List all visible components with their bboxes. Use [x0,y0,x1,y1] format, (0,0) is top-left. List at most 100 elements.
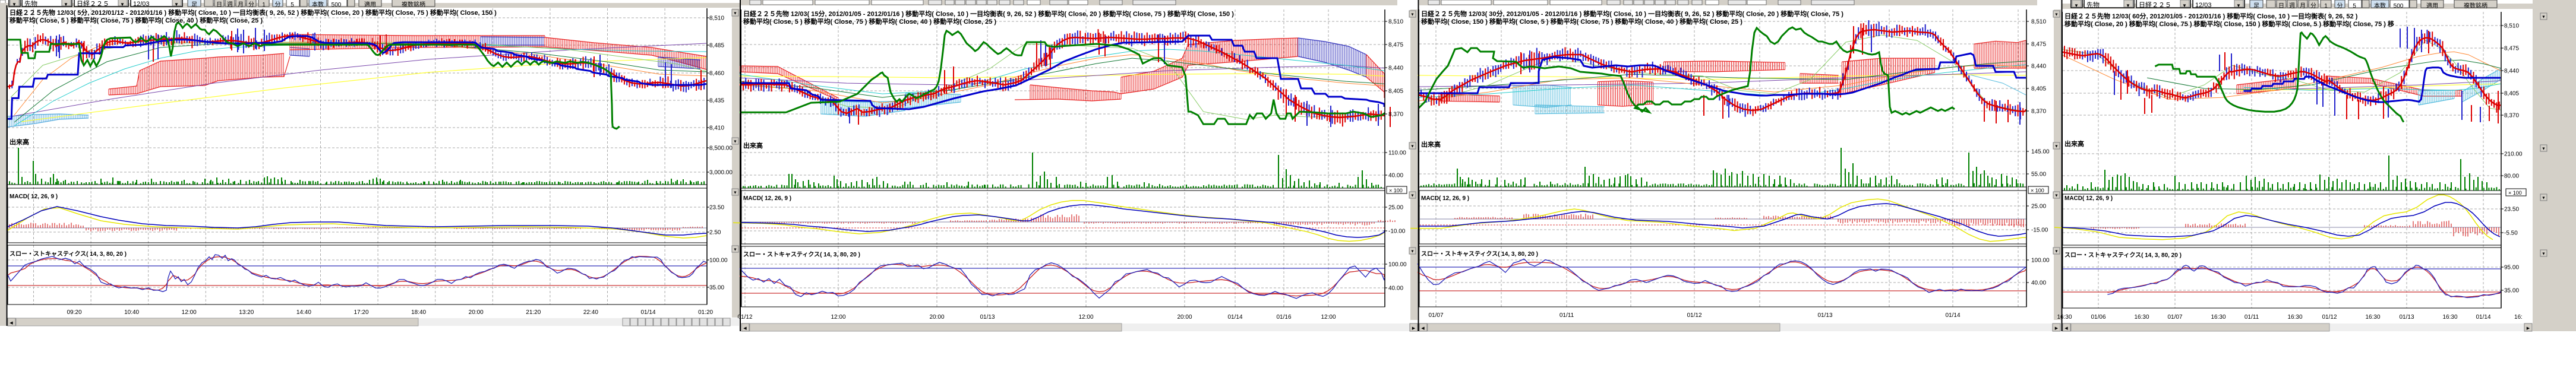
svg-text:複数銘柄: 複数銘柄 [402,1,425,8]
svg-text:8,370: 8,370 [1388,112,1403,118]
svg-text:-15.00: -15.00 [2031,227,2048,234]
svg-text:16:30: 16:30 [2211,314,2225,321]
svg-text:16:30: 16:30 [2365,314,2380,321]
svg-text:22:40: 22:40 [583,309,598,316]
svg-text:8,510: 8,510 [2031,19,2046,26]
svg-text:▼: ▼ [2054,145,2059,149]
svg-text:▶: ▶ [1412,326,1416,331]
svg-text:5: 5 [2353,3,2356,9]
svg-text:100.00: 100.00 [2031,258,2050,264]
svg-text:25.00: 25.00 [1388,205,1403,211]
svg-text:日経２２５先物 12/03( 15分, 2012/01/05: 日経２２５先物 12/03( 15分, 2012/01/05 - 2012/01… [743,9,1234,18]
svg-text:▼: ▼ [2542,147,2546,151]
svg-text:▼: ▼ [2182,3,2187,8]
svg-text:▼: ▼ [1410,250,1415,254]
svg-text:-5.50: -5.50 [2504,230,2518,237]
svg-text:8,440: 8,440 [1388,65,1403,72]
svg-text:40.00: 40.00 [1388,285,1403,292]
svg-text:月: 月 [238,1,244,8]
svg-text:12/03: 12/03 [2195,2,2212,9]
svg-text:▼: ▼ [2054,13,2059,17]
svg-text:日経２２５先物 12/03( 60分, 2012/01/05: 日経２２５先物 12/03( 60分, 2012/01/05 - 2012/01… [2064,12,2358,20]
svg-text:先物: 先物 [24,0,37,8]
svg-text:分: 分 [248,1,254,8]
svg-text:スロー・ストキャスティクス( 14, 3, 80, 20 ): スロー・ストキャスティクス( 14, 3, 80, 20 ) [10,250,127,258]
svg-text:▼: ▼ [2126,3,2130,8]
svg-text:8,510: 8,510 [2504,23,2519,30]
svg-text:◀: ◀ [10,321,13,325]
svg-text:12:00: 12:00 [831,314,845,321]
svg-text:▼: ▼ [2542,15,2546,20]
svg-text:▼: ▼ [174,2,179,7]
svg-text:110.00: 110.00 [1388,150,1406,157]
svg-text:1: 1 [262,2,266,8]
svg-text:▼: ▼ [2542,252,2546,256]
svg-text:分: 分 [2310,2,2316,9]
svg-text:01/12: 01/12 [1687,312,1701,319]
svg-text:8,475: 8,475 [2504,46,2519,52]
svg-text:日経２２５: 日経２２５ [77,0,109,8]
svg-text:10:40: 10:40 [124,309,139,316]
svg-text:01/14: 01/14 [1227,314,1242,321]
svg-text:8,370: 8,370 [2031,109,2046,115]
svg-text:01/07: 01/07 [1428,312,1443,319]
svg-text:8,475: 8,475 [2031,42,2046,48]
svg-text:100.00: 100.00 [1388,262,1407,268]
svg-text:▼: ▼ [2054,250,2059,254]
svg-text:▼: ▼ [733,140,737,144]
svg-text:95.00: 95.00 [2504,265,2519,271]
svg-text:12:00: 12:00 [182,309,197,316]
svg-text:MACD( 12, 26, 9 ): MACD( 12, 26, 9 ) [743,195,791,202]
svg-text:MACD( 12, 26, 9 ): MACD( 12, 26, 9 ) [1421,195,1469,202]
svg-text:日: 日 [216,2,222,8]
svg-text:▼: ▼ [733,248,737,252]
svg-text:14:40: 14:40 [296,309,311,316]
svg-text:8,410: 8,410 [709,125,724,132]
svg-text:8,460: 8,460 [709,71,724,77]
svg-text:01/14: 01/14 [640,309,655,316]
svg-text:日経２２５先物 12/03( 30分, 2012/01/05: 日経２２５先物 12/03( 30分, 2012/01/05 - 2012/01… [1421,9,1843,18]
svg-text:月: 月 [2300,2,2306,9]
svg-text:3,000.00: 3,000.00 [709,170,733,176]
svg-text:8,405: 8,405 [1388,88,1403,95]
svg-text:先物: 先物 [2086,1,2100,9]
svg-text:◀: ◀ [2064,326,2068,331]
svg-text:01:20: 01:20 [698,309,713,316]
svg-text:8,405: 8,405 [2504,91,2519,97]
svg-text:出来高: 出来高 [10,138,29,146]
svg-text:01/07: 01/07 [2167,314,2182,321]
svg-text:21:20: 21:20 [526,309,541,316]
svg-text:出来高: 出来高 [2064,139,2084,148]
svg-text:本数: 本数 [2374,2,2386,9]
svg-text:8,370: 8,370 [2504,113,2519,119]
svg-text:日経２２５先物 12/03( 5分, 2012/01/12: 日経２２５先物 12/03( 5分, 2012/01/12 - 2012/01/… [10,8,497,17]
svg-text:▼: ▼ [64,2,68,7]
svg-text:日経２２５: 日経２２５ [2139,1,2171,9]
svg-text:20:00: 20:00 [929,314,944,321]
svg-text:20:00: 20:00 [469,309,484,316]
svg-text:8,500.00: 8,500.00 [709,145,733,152]
svg-text:210.00: 210.00 [2504,151,2523,158]
svg-text:12/03: 12/03 [133,1,150,8]
svg-text:本数: 本数 [312,1,324,8]
svg-text:◀: ◀ [1421,326,1425,331]
svg-text:01/13: 01/13 [1817,312,1832,319]
svg-text:移動平均( Close, 20 ) 移動平均( Clos: 移動平均( Close, 20 ) 移動平均( Close, 75 ) 移動平均… [2064,20,2394,28]
svg-text:足: 足 [191,1,197,8]
svg-text:× 100: × 100 [2508,190,2522,196]
svg-text:8,510: 8,510 [709,15,724,22]
svg-text:01/13: 01/13 [980,314,995,321]
svg-text:▼: ▼ [733,191,737,195]
svg-text:▼: ▼ [733,12,737,16]
svg-text:500: 500 [2394,3,2404,9]
svg-text:8,510: 8,510 [1388,19,1403,26]
svg-text:◀: ◀ [743,326,747,331]
svg-text:適用: 適用 [2426,2,2438,9]
svg-text:100.00: 100.00 [709,258,728,264]
svg-text:35.00: 35.00 [709,285,724,291]
svg-text:▼: ▼ [1410,194,1415,198]
svg-text:日: 日 [2278,3,2284,9]
svg-text:01/16: 01/16 [1276,314,1291,321]
svg-text:▶: ▶ [2527,326,2530,331]
svg-text:× 100: × 100 [1389,188,1403,193]
